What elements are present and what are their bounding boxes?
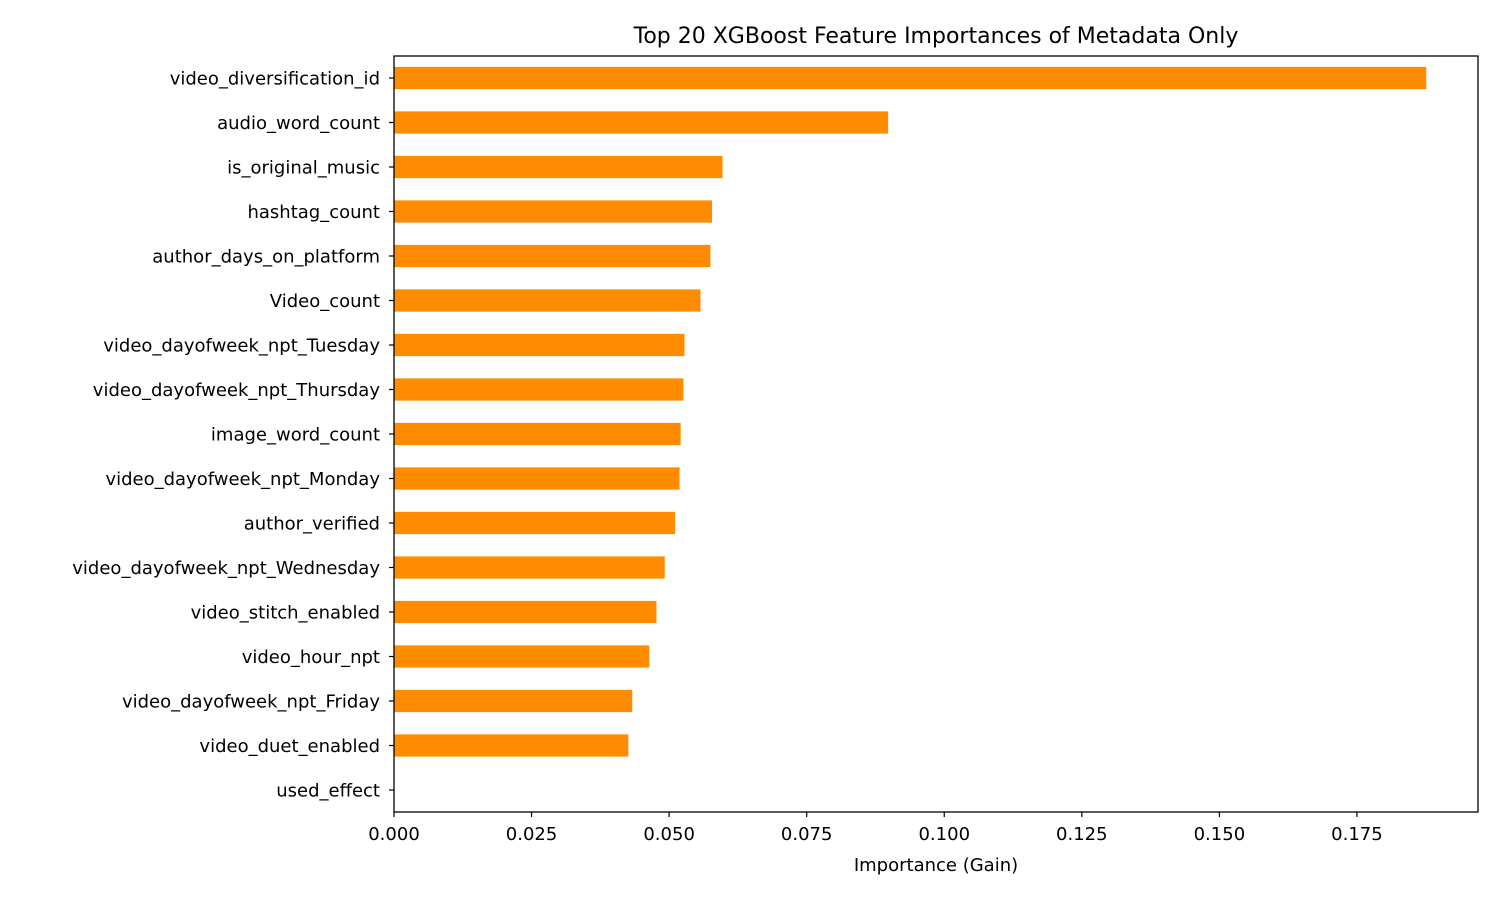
y-tick-label: video_dayofweek_npt_Tuesday bbox=[103, 336, 380, 357]
bar-author_days_on_platform bbox=[394, 244, 711, 268]
y-tick-label: video_diversification_id bbox=[170, 69, 380, 90]
y-tick-label: is_original_music bbox=[227, 158, 380, 179]
bar-video_dayofweek_npt_Friday bbox=[394, 689, 633, 713]
y-tick-label: image_word_count bbox=[211, 425, 380, 446]
bar-Video_count bbox=[394, 289, 701, 312]
x-tick-label: 0.050 bbox=[643, 824, 695, 845]
y-tick-label: video_dayofweek_npt_Wednesday bbox=[72, 558, 380, 579]
bar-audio_word_count bbox=[394, 111, 889, 134]
bar-video_dayofweek_npt_Monday bbox=[394, 467, 680, 490]
bar-video_diversification_id bbox=[394, 66, 1427, 90]
bar-hashtag_count bbox=[394, 200, 713, 223]
bars-group bbox=[394, 66, 1427, 757]
y-tick-label: video_dayofweek_npt_Thursday bbox=[93, 380, 381, 401]
y-axis-ticks: video_diversification_id audio_word_count… bbox=[72, 69, 394, 802]
y-tick-label: author_days_on_platform bbox=[152, 247, 380, 268]
x-tick-label: 0.025 bbox=[506, 824, 558, 845]
bar-image_word_count bbox=[394, 422, 681, 446]
y-tick-label: video_duet_enabled bbox=[199, 736, 380, 757]
x-axis-label: Importance (Gain) bbox=[854, 855, 1018, 876]
bar-video_dayofweek_npt_Tuesday bbox=[394, 333, 685, 357]
y-tick-label: video_hour_npt bbox=[242, 647, 380, 668]
bar-video_hour_npt bbox=[394, 645, 650, 668]
x-tick-label: 0.125 bbox=[1056, 824, 1108, 845]
bar-video_dayofweek_npt_Thursday bbox=[394, 378, 684, 401]
y-tick-label: video_dayofweek_npt_Monday bbox=[105, 469, 380, 490]
bar-author_verified bbox=[394, 511, 676, 535]
plot-frame bbox=[393, 55, 1479, 813]
y-tick-label: video_stitch_enabled bbox=[191, 603, 380, 624]
y-tick-label: video_dayofweek_npt_Friday bbox=[122, 692, 380, 713]
bar-is_original_music bbox=[394, 155, 723, 179]
bar-video_duet_enabled bbox=[394, 734, 629, 757]
y-tick-label: author_verified bbox=[244, 514, 380, 535]
y-tick-label: audio_word_count bbox=[217, 113, 380, 134]
x-tick-label: 0.175 bbox=[1331, 824, 1383, 845]
y-tick-label: hashtag_count bbox=[247, 202, 380, 223]
y-tick-label: Video_count bbox=[270, 291, 380, 312]
x-tick-label: 0.100 bbox=[918, 824, 970, 845]
x-tick-label: 0.150 bbox=[1194, 824, 1246, 845]
x-axis-ticks: 0.000 0.025 0.050 0.075 0.100 0.125 0.150 0.175 bbox=[368, 812, 1383, 845]
y-tick-label: used_effect bbox=[276, 781, 380, 802]
bar-video_stitch_enabled bbox=[394, 600, 657, 624]
x-tick-label: 0.075 bbox=[781, 824, 833, 845]
x-tick-label: 0.000 bbox=[368, 824, 420, 845]
chart-title: Top 20 XGBoost Feature Importances of Me… bbox=[633, 24, 1239, 49]
bar-video_dayofweek_npt_Wednesday bbox=[394, 556, 665, 579]
